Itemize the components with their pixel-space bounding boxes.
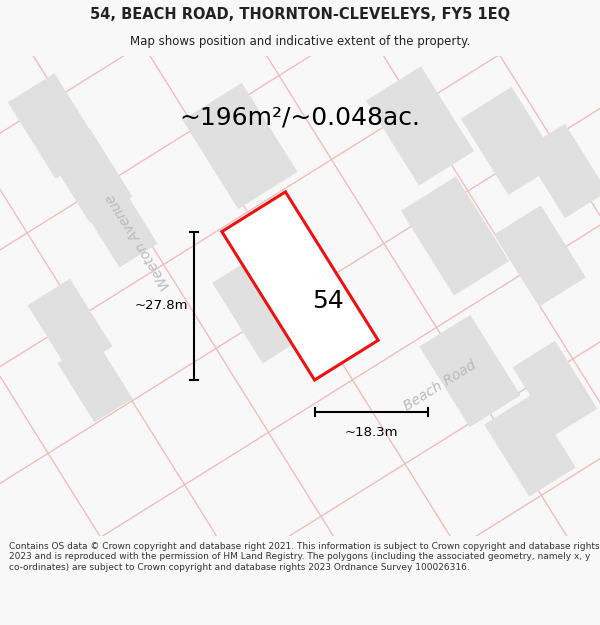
- Polygon shape: [58, 339, 133, 422]
- Polygon shape: [82, 184, 158, 268]
- Text: Map shows position and indicative extent of the property.: Map shows position and indicative extent…: [130, 35, 470, 48]
- Polygon shape: [28, 279, 112, 373]
- Polygon shape: [512, 341, 598, 435]
- Polygon shape: [419, 315, 521, 427]
- Polygon shape: [8, 73, 102, 179]
- Text: 54, BEACH ROAD, THORNTON-CLEVELEYS, FY5 1EQ: 54, BEACH ROAD, THORNTON-CLEVELEYS, FY5 …: [90, 8, 510, 22]
- Polygon shape: [523, 124, 600, 218]
- Polygon shape: [182, 83, 298, 209]
- Polygon shape: [401, 176, 509, 296]
- Text: Contains OS data © Crown copyright and database right 2021. This information is : Contains OS data © Crown copyright and d…: [9, 542, 599, 572]
- Text: 54: 54: [312, 289, 344, 313]
- Text: ~196m²/~0.048ac.: ~196m²/~0.048ac.: [179, 106, 421, 130]
- Text: Weeton Avenue: Weeton Avenue: [103, 191, 173, 291]
- Text: ~18.3m: ~18.3m: [344, 426, 398, 439]
- Polygon shape: [212, 248, 318, 364]
- Polygon shape: [47, 129, 133, 223]
- Polygon shape: [494, 206, 586, 306]
- Polygon shape: [484, 396, 576, 496]
- Polygon shape: [222, 192, 378, 380]
- Text: ~27.8m: ~27.8m: [134, 299, 188, 312]
- Text: Beach Road: Beach Road: [401, 358, 479, 414]
- Polygon shape: [366, 66, 474, 186]
- Polygon shape: [461, 87, 559, 195]
